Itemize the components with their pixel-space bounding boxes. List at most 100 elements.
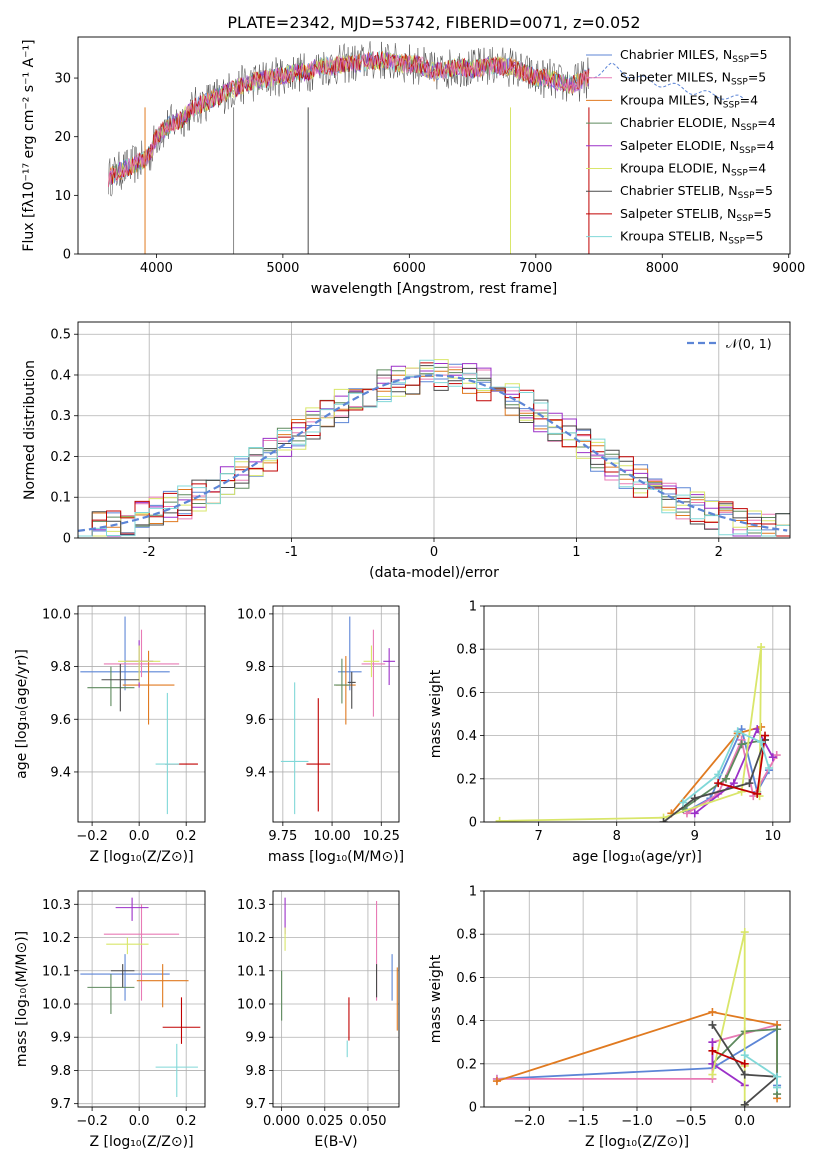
y-tick-label: 9.4 [245, 765, 266, 780]
weight-marker [708, 1038, 717, 1047]
y-tick-label: 0 [63, 532, 71, 547]
spectrum-lines [108, 41, 745, 254]
weight-line [711, 1024, 780, 1106]
model-extension-line [588, 62, 745, 101]
x-axis-label: E(B-V) [314, 1134, 357, 1150]
x-tick-label: 0.025 [306, 1114, 343, 1129]
weight-marker [733, 727, 742, 736]
x-tick-label: −0.2 [76, 829, 108, 844]
x-tick-label: 7000 [519, 261, 552, 276]
x-axis-label: wavelength [Angstrom, rest frame] [311, 281, 557, 297]
x-axis-label: Z [log₁₀(Z/Z⊙)] [585, 1134, 689, 1150]
x-tick-label: -2 [143, 545, 156, 560]
legend-label: Chabrier MILES, NSSP=5 [620, 47, 768, 65]
axes-frame [272, 605, 400, 823]
x-tick-label: 2 [715, 545, 723, 560]
y-tick-label: 0.1 [50, 491, 71, 506]
weight-marker [753, 789, 762, 798]
y-tick-label: 0.8 [456, 928, 477, 943]
weight-marker [745, 779, 754, 788]
errorbars [280, 616, 396, 815]
legend-label: Chabrier STELIB, NSSP=5 [620, 183, 773, 201]
legend-label: Salpeter ELODIE, NSSP=4 [620, 138, 775, 156]
axes-frame [483, 605, 791, 823]
x-tick-label: 0.0 [129, 829, 150, 844]
y-tick-label: 9.7 [245, 1097, 266, 1112]
residual-histogram-panel: -2 -1 0 1 2 0 0.1 0.2 0.3 0.4 0.5 (data-model)/erro… [22, 321, 791, 581]
y-tick-label: 9.6 [245, 713, 266, 728]
weight-marker [708, 1070, 717, 1079]
x-tick-label: 10 [765, 829, 782, 844]
weight-marker [740, 1059, 749, 1068]
y-tick-label: 0.2 [456, 1057, 477, 1072]
y-tick-label: 9.8 [245, 660, 266, 675]
y-axis-label: mass [log₁₀(M/M⊙)] [14, 931, 30, 1067]
weight-marker [708, 1007, 717, 1016]
weight-marker [721, 774, 730, 783]
x-tick-label: 9000 [772, 261, 805, 276]
y-tick-label: 0.6 [456, 971, 477, 986]
weight-marker [708, 1020, 717, 1029]
x-tick-label: 8 [613, 829, 621, 844]
y-tick-label: 0.8 [456, 643, 477, 658]
weight-marker [740, 1051, 749, 1060]
x-tick-label: −0.2 [76, 1114, 108, 1129]
y-tick-label: 1 [469, 600, 477, 615]
weight-line [744, 1054, 778, 1088]
weight-marker [740, 928, 749, 937]
x-tick-label: 0.050 [349, 1114, 386, 1129]
weight-marker [492, 1077, 501, 1086]
y-tick-label: 10.1 [42, 964, 71, 979]
weight-marker [740, 1070, 749, 1079]
x-tick-label: 10.25 [363, 829, 400, 844]
y-tick-label: 9.9 [50, 1031, 71, 1046]
y-tick-label: 10.2 [237, 931, 266, 946]
axes-frame [272, 890, 400, 1108]
x-tick-label: −1.0 [621, 1114, 653, 1129]
figure-title: PLATE=2342, MJD=53742, FIBERID=0071, z=0… [227, 13, 640, 32]
y-tick-label: 0.2 [456, 772, 477, 787]
legend-label: Kroupa STELIB, NSSP=5 [620, 229, 764, 247]
histogram-steps [78, 359, 790, 537]
weight-lines [492, 928, 782, 1107]
weight-lines [495, 643, 781, 822]
y-tick-label: 9.8 [50, 660, 71, 675]
y-tick-label: 10.3 [42, 898, 71, 913]
axes-frame [77, 890, 206, 1108]
errorbars [80, 897, 201, 1098]
weight-marker [679, 798, 688, 807]
x-tick-label: 5000 [266, 261, 299, 276]
weight-marker [740, 1100, 749, 1107]
y-tick-label: 9.7 [50, 1097, 71, 1112]
age-vs-metallicity-panel: −0.2 0.0 0.2 9.4 9.6 9.8 10.0 Z [log₁₀(Z/Z⊙)] ag… [14, 605, 206, 865]
x-tick-label: 9 [691, 829, 699, 844]
x-tick-label: −2.0 [513, 1114, 545, 1129]
y-tick-label: 10.0 [237, 997, 266, 1012]
normal-pdf-line [78, 374, 788, 532]
y-tick-label: 9.6 [50, 713, 71, 728]
x-tick-label: −1.5 [567, 1114, 599, 1129]
histogram-series [78, 359, 790, 537]
y-tick-label: 0.4 [50, 368, 71, 383]
x-tick-label: 0.2 [176, 1114, 197, 1129]
x-tick-label: 1 [572, 545, 580, 560]
x-tick-label: 0 [430, 545, 438, 560]
weight-marker [764, 764, 773, 772]
weight-marker [757, 643, 766, 652]
x-axis-label: (data-model)/error [369, 565, 499, 581]
y-tick-label: 9.9 [245, 1031, 266, 1046]
y-tick-label: 0.6 [456, 686, 477, 701]
x-tick-label: 7 [535, 829, 543, 844]
weight-line [662, 739, 766, 822]
mass-vs-ebv-panel: 0.000 0.025 0.050 9.7 9.8 9.9 10.0 10.1 10.2 10.3… [237, 890, 400, 1150]
y-tick-label: 10.0 [237, 607, 266, 622]
axes-frame [77, 36, 791, 255]
histogram-series [78, 359, 790, 537]
x-tick-label: -1 [285, 545, 298, 560]
y-tick-label: 0.4 [456, 729, 477, 744]
y-tick-label: 10.1 [237, 964, 266, 979]
weight-marker [708, 1046, 717, 1055]
weight-marker [737, 740, 746, 749]
y-tick-label: 10.0 [42, 607, 71, 622]
